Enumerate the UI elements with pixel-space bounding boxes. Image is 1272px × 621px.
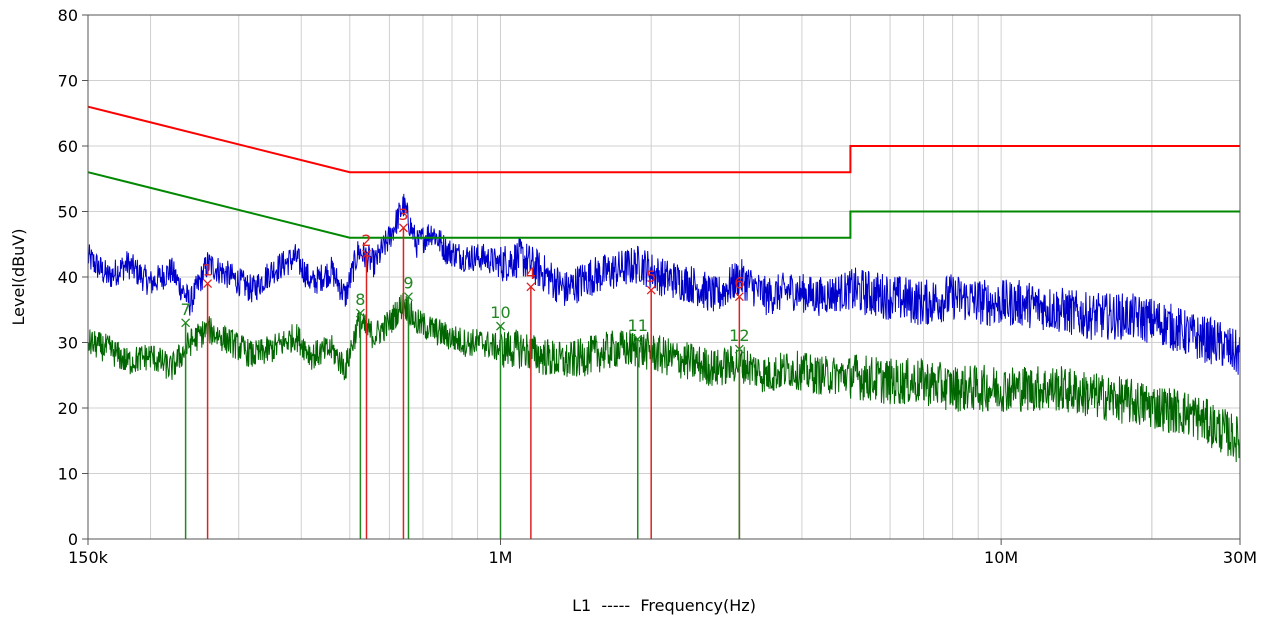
y-tick-label: 40 [58, 268, 78, 287]
marker-label: 3 [398, 205, 408, 224]
y-tick-label: 10 [58, 465, 78, 484]
marker-cross [203, 279, 213, 289]
marker-cross [181, 318, 191, 328]
y-tick-label: 60 [58, 137, 78, 156]
marker-cross [398, 223, 408, 233]
x-tick-label: 30M [1223, 548, 1257, 567]
marker-label: 12 [729, 326, 749, 345]
marker-label: 8 [355, 290, 365, 309]
marker-cross [526, 282, 536, 292]
marker-cross [355, 308, 365, 318]
traces [87, 193, 1241, 463]
marker-cross [362, 249, 371, 259]
limit-lines [87, 105, 1240, 239]
marker-label: 9 [403, 274, 413, 293]
y-tick-label: 80 [58, 6, 78, 25]
marker-cross [496, 321, 505, 331]
marker-cross [646, 285, 656, 295]
y-tick-label: 70 [58, 72, 78, 91]
avg_trace-line [87, 292, 1241, 463]
marker-label: 5 [646, 267, 656, 286]
y-axis-title: Level(dBuV) [9, 229, 28, 326]
marker-cross [734, 292, 744, 302]
marker-cross [734, 344, 744, 354]
axis-ticks: 0 10 20 30 40 50 60 70 80 150k 1M 10M 30M [58, 6, 1257, 567]
x-tick-label: 10M [984, 548, 1018, 567]
marker-label: 4 [526, 264, 536, 283]
x-tick-label: 150k [68, 548, 109, 567]
marker-label: 6 [734, 274, 744, 293]
qp_limit-line [87, 105, 1240, 174]
y-tick-label: 20 [58, 399, 78, 418]
x-axis-title: L1 ----- Frequency(Hz) [572, 596, 756, 615]
marker-label: 11 [628, 316, 648, 335]
y-tick-label: 50 [58, 203, 78, 222]
y-tick-label: 30 [58, 334, 78, 353]
y-tick-label: 0 [68, 530, 78, 549]
avg_limit-line [87, 171, 1240, 239]
x-tick-label: 1M [488, 548, 512, 567]
marker-cross [633, 334, 643, 344]
qp_trace-line [87, 193, 1241, 375]
marker-label: 10 [490, 303, 510, 322]
marker-label: 1 [203, 261, 213, 280]
marker-cross [404, 292, 413, 302]
marker-label: 2 [361, 231, 371, 250]
marker-label: 7 [181, 300, 191, 319]
